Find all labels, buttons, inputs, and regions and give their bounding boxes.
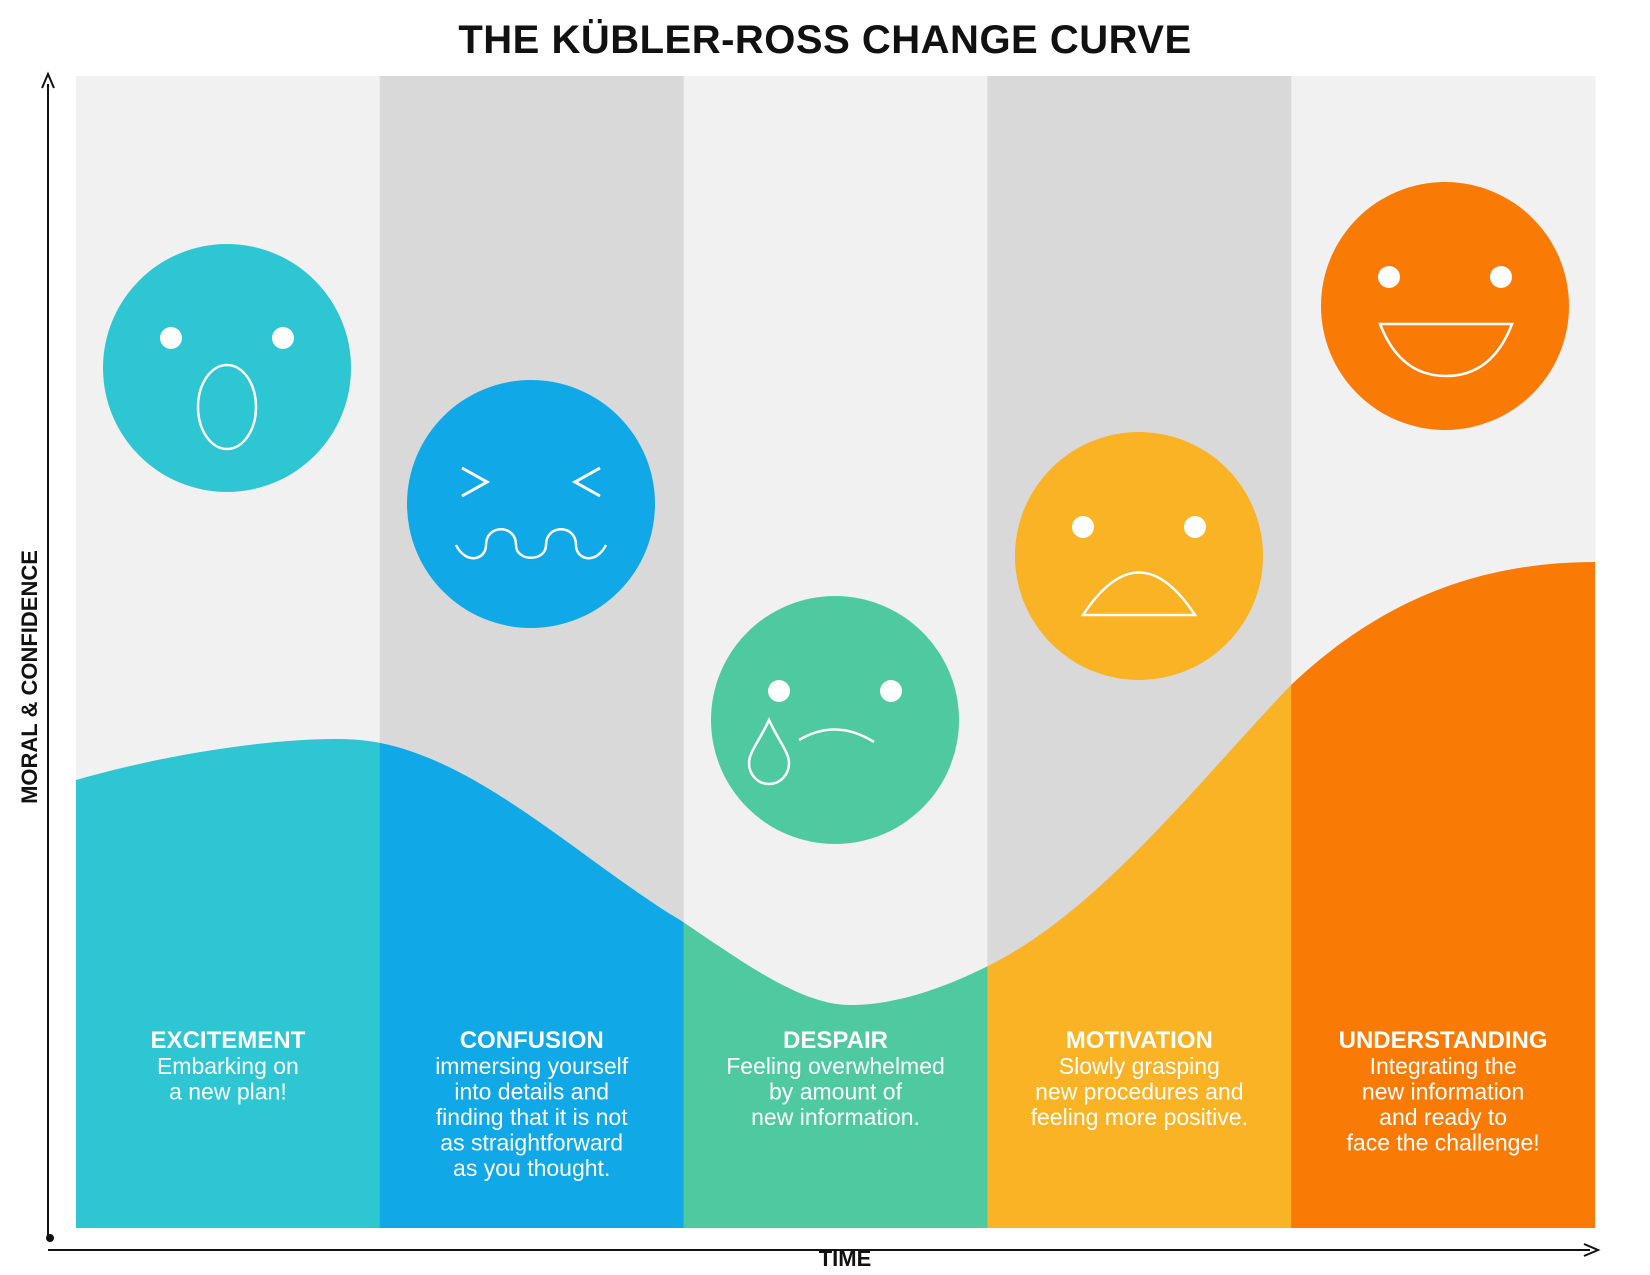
left-eye [160, 327, 182, 349]
y-axis-arrowhead [41, 71, 55, 89]
stage-description-line: Integrating the [1370, 1053, 1517, 1079]
stage-description-line: as you thought. [453, 1155, 610, 1181]
diagram-title: THE KÜBLER-ROSS CHANGE CURVE [458, 18, 1192, 62]
confused-face-icon [407, 380, 655, 628]
stage-description-line: new procedures and [1035, 1079, 1243, 1105]
stage-name: CONFUSION [460, 1027, 604, 1054]
surprised-face-icon [103, 244, 351, 492]
stage-description-line: Embarking on [157, 1053, 299, 1079]
stage-description-line: finding that it is not [436, 1104, 628, 1130]
tear-drop [747, 716, 791, 786]
stage-description-line: immersing yourself [435, 1053, 629, 1079]
stage-name: UNDERSTANDING [1339, 1027, 1548, 1054]
stage-faces [103, 182, 1569, 844]
right-eye [1490, 266, 1512, 288]
right-eye [880, 680, 902, 702]
left-eye [1072, 516, 1094, 538]
stage-name: EXCITEMENT [151, 1027, 306, 1054]
stage-description-line: face the challenge! [1347, 1130, 1540, 1156]
face-circle [407, 380, 655, 628]
half-frown-mouth [1080, 571, 1198, 617]
smile-mouth [1378, 322, 1514, 378]
face-circle [1321, 182, 1569, 430]
stage-name: DESPAIR [783, 1027, 888, 1054]
stage-description-line: a new plan! [169, 1079, 287, 1105]
crying-face-icon [711, 596, 959, 844]
stage-description-line: new information [1362, 1079, 1524, 1105]
x-axis-arrowhead [1583, 1243, 1601, 1257]
left-eye [1378, 266, 1400, 288]
right-eye [272, 327, 294, 349]
stage-description-line: into details and [454, 1079, 609, 1105]
y-axis-label: MORAL & CONFIDENCE [17, 550, 42, 804]
stage-description-line: and ready to [1379, 1104, 1507, 1130]
x-axis-label: TIME [819, 1246, 872, 1271]
stage-description-line: Slowly grasping [1059, 1053, 1220, 1079]
face-circle [103, 244, 351, 492]
left-eye [768, 680, 790, 702]
sad-face-icon [1015, 432, 1263, 680]
axis-origin-dot [46, 1234, 54, 1242]
frown-mouth [798, 728, 875, 744]
right-eye [571, 466, 601, 498]
happy-face-icon [1321, 182, 1569, 430]
stage-description-line: feeling more positive. [1031, 1104, 1248, 1130]
stage-description-line: new information. [751, 1104, 920, 1130]
curve-area-understanding [1291, 562, 1595, 1228]
open-mouth [196, 363, 258, 451]
wavy-mouth [454, 528, 608, 560]
left-eye [461, 466, 491, 498]
stage-name: MOTIVATION [1066, 1027, 1213, 1054]
stage-description-line: by amount of [769, 1079, 903, 1105]
stage-description-line: Feeling overwhelmed [726, 1053, 945, 1079]
face-circle [1015, 432, 1263, 680]
stage-description-line: as straightforward [440, 1130, 623, 1156]
face-circle [711, 596, 959, 844]
axes: MORAL & CONFIDENCE TIME [17, 71, 1601, 1271]
right-eye [1184, 516, 1206, 538]
